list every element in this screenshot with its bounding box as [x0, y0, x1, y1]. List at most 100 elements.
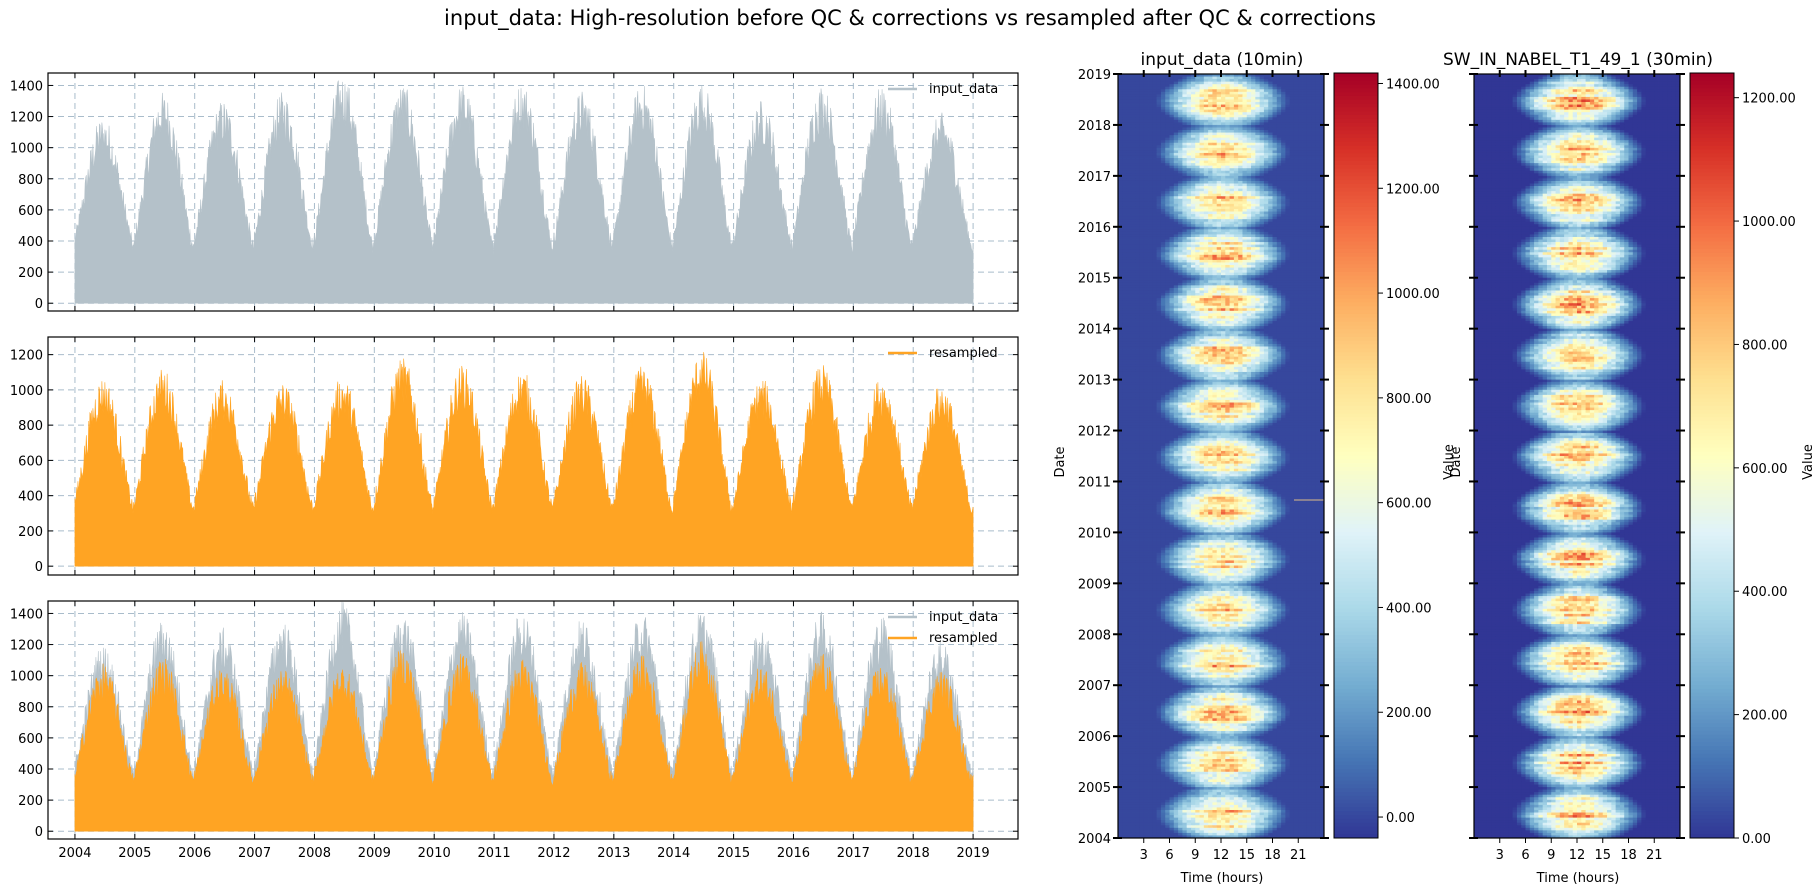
heatmap-cell	[1165, 226, 1170, 230]
heatmap-cell	[1203, 96, 1209, 100]
heatmap-cell	[1302, 206, 1308, 210]
heatmap-cell	[1272, 104, 1278, 108]
heatmap-cell	[1160, 198, 1166, 202]
heatmap-cell	[1311, 262, 1316, 266]
heatmap-cell	[1238, 242, 1243, 246]
heatmap-cell	[1293, 290, 1299, 294]
heatmap-cell	[1238, 208, 1243, 212]
heatmap-cell	[1285, 130, 1291, 133]
y-tick-label: 1200	[10, 111, 43, 126]
heatmap-cell	[1255, 107, 1261, 111]
heatmap-cell	[1289, 132, 1295, 136]
heatmap-cell	[1148, 242, 1153, 246]
heatmap-cell	[1212, 259, 1218, 263]
heatmap-cell	[1122, 74, 1127, 77]
heatmap-cell	[1311, 112, 1316, 116]
heatmap-cell	[1173, 242, 1179, 246]
heatmap-cell	[1233, 173, 1239, 177]
heatmap-cell	[1229, 315, 1235, 319]
heatmap-cell	[1130, 175, 1136, 179]
heatmap-cell	[1246, 99, 1252, 103]
heatmap-cell	[1272, 94, 1278, 98]
heatmap-cell	[1233, 94, 1239, 98]
heatmap-cell	[1306, 295, 1312, 299]
y-tick-label: 0	[35, 825, 43, 840]
heatmap-cell	[1289, 298, 1295, 302]
heatmap-cell	[1242, 150, 1248, 154]
heatmap-cell	[1160, 310, 1166, 314]
heatmap-cell	[1160, 321, 1166, 324]
heatmap-cell	[1182, 96, 1188, 100]
heatmap-cell	[1293, 170, 1299, 174]
heatmap-cell	[1165, 300, 1170, 304]
heatmap-cell	[1251, 201, 1256, 205]
heatmap-cell	[1208, 152, 1213, 156]
heatmap-cell	[1126, 127, 1132, 131]
heatmap-cell	[1306, 265, 1312, 268]
heatmap-cell	[1160, 107, 1166, 111]
heatmap-cell	[1319, 119, 1325, 123]
heatmap-cell	[1298, 76, 1303, 80]
heatmap-cell	[1190, 239, 1196, 243]
heatmap-cell	[1221, 147, 1226, 151]
heatmap-cell	[1242, 76, 1248, 80]
heatmap-cell	[1263, 198, 1269, 202]
heatmap-cell	[1225, 127, 1230, 131]
heatmap-cell	[1195, 321, 1200, 324]
heatmap-cell	[1169, 226, 1175, 230]
heatmap-cell	[1285, 201, 1291, 205]
heatmap-cell	[1289, 86, 1295, 90]
heatmap-cell	[1126, 170, 1132, 174]
heatmap-cell	[1246, 147, 1252, 151]
heatmap-cell	[1272, 293, 1278, 296]
heatmap-cell	[1229, 165, 1235, 169]
heatmap-cell	[1152, 91, 1158, 95]
heatmap-cell	[1130, 86, 1136, 90]
heatmap-cell	[1135, 114, 1140, 118]
heatmap-cell	[1319, 178, 1325, 182]
heatmap-cell	[1315, 295, 1321, 299]
heatmap-cell	[1169, 308, 1175, 312]
heatmap-cell	[1281, 219, 1286, 223]
heatmap-cell	[1285, 127, 1291, 131]
heatmap-cell	[1276, 109, 1282, 113]
heatmap-cell	[1216, 305, 1222, 309]
heatmap-cell	[1160, 117, 1166, 121]
heatmap-cell	[1242, 280, 1248, 284]
heatmap-cell	[1315, 107, 1321, 111]
heatmap-cell	[1251, 198, 1256, 202]
heatmap-cell	[1251, 270, 1256, 274]
heatmap-cell	[1118, 231, 1123, 235]
heatmap-cell	[1186, 104, 1192, 108]
heatmap-cell	[1315, 219, 1321, 223]
heatmap-cell	[1302, 290, 1308, 294]
heatmap-cell	[1199, 186, 1205, 189]
heatmap-cell	[1268, 262, 1273, 266]
heatmap-cell	[1160, 293, 1166, 296]
heatmap-cell	[1285, 112, 1291, 116]
heatmap-cell	[1199, 150, 1205, 154]
heatmap-cell	[1315, 96, 1321, 100]
heatmap-cell	[1208, 313, 1213, 317]
heatmap-cell	[1195, 107, 1200, 111]
heatmap-cell	[1178, 188, 1183, 192]
heatmap-cell	[1216, 318, 1222, 322]
heatmap-cell	[1199, 114, 1205, 118]
heatmap-cell	[1268, 318, 1273, 322]
heatmap-cell	[1281, 183, 1286, 187]
heatmap-cell	[1182, 145, 1188, 149]
heatmap-cell	[1285, 180, 1291, 184]
heatmap-cell	[1298, 150, 1303, 154]
heatmap-cell	[1178, 142, 1183, 146]
heatmap-cell	[1221, 102, 1226, 105]
heatmap-cell	[1208, 130, 1213, 133]
heatmap-cell	[1306, 211, 1312, 215]
heatmap-cell	[1255, 203, 1261, 207]
heatmap-cell	[1276, 76, 1282, 80]
heatmap-cell	[1281, 112, 1286, 116]
heatmap-cell	[1246, 208, 1252, 212]
heatmap-cell	[1203, 94, 1209, 98]
heatmap-cell	[1311, 102, 1316, 105]
heatmap-cell	[1319, 252, 1325, 256]
heatmap-cell	[1298, 224, 1303, 228]
